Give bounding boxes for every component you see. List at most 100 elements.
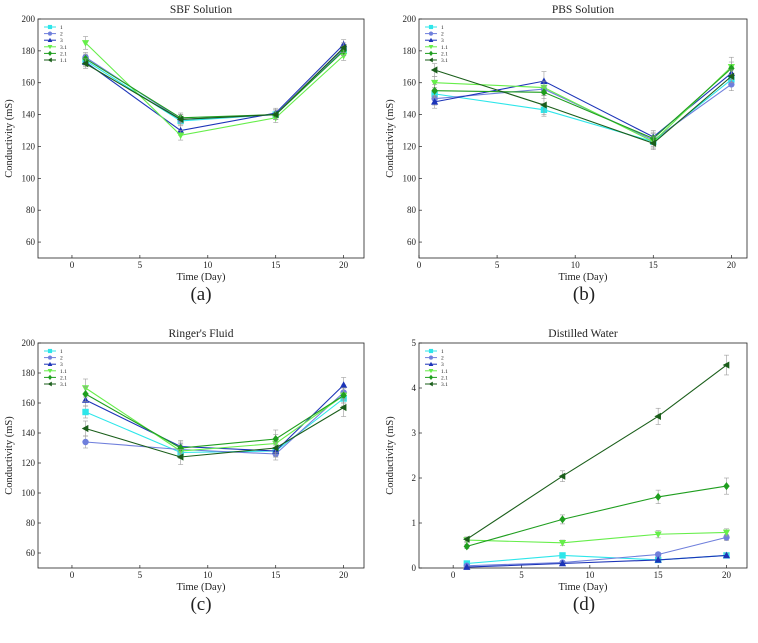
data-point <box>431 98 439 105</box>
y-axis-label: Conductivity (mS) <box>4 416 15 495</box>
y-tick-label: 2 <box>412 473 417 483</box>
data-point <box>722 551 731 559</box>
chart-title: PBS Solution <box>552 4 615 16</box>
data-point <box>339 44 347 52</box>
legend-marker <box>428 24 434 30</box>
legend-label: 1.1 <box>441 45 448 51</box>
series-3 <box>431 66 735 144</box>
series-5 <box>463 477 730 551</box>
legend-marker <box>428 381 433 387</box>
data-point <box>540 77 548 84</box>
data-point <box>558 472 566 480</box>
x-tick-label: 15 <box>654 570 664 580</box>
legend-marker <box>428 348 434 354</box>
series-line <box>85 42 344 136</box>
y-tick-label: 160 <box>22 78 36 88</box>
x-tick-label: 0 <box>70 570 75 580</box>
x-tick-label: 10 <box>571 260 581 270</box>
data-point <box>340 391 347 400</box>
x-tick-label: 20 <box>722 570 732 580</box>
series-3 <box>463 551 731 570</box>
x-tick-label: 10 <box>203 260 213 270</box>
data-point <box>559 552 566 559</box>
data-point <box>558 540 567 547</box>
y-tick-label: 200 <box>403 14 417 24</box>
data-point <box>431 86 438 95</box>
series-6 <box>81 398 347 465</box>
y-tick-label: 140 <box>403 110 417 120</box>
legend-marker <box>47 348 53 354</box>
series-line <box>85 50 345 119</box>
legend-marker <box>47 374 53 380</box>
legend-marker <box>428 57 433 63</box>
data-point <box>558 559 567 567</box>
legend-marker <box>428 374 434 380</box>
data-point <box>722 361 730 369</box>
legend-label: 1.1 <box>441 369 448 375</box>
legend-label: 2 <box>441 32 444 38</box>
chart-title: Distilled Water <box>548 328 618 340</box>
panel-label: (d) <box>573 594 595 615</box>
y-tick-label: 160 <box>403 78 417 88</box>
legend-label: 1 <box>441 349 444 355</box>
y-tick-label: 180 <box>22 368 36 378</box>
data-point <box>271 444 279 452</box>
y-tick-label: 200 <box>22 14 36 24</box>
legend-label: 2 <box>441 356 444 362</box>
chart-panel-2: PBS Solution 0 5 10 15 20 60 80 100 120 140 160 180 2… <box>385 4 748 305</box>
data-point <box>81 40 90 47</box>
legend-label: 3.1 <box>441 382 448 388</box>
legend-marker <box>428 355 434 360</box>
legend-marker <box>47 44 53 50</box>
y-tick-label: 0 <box>412 563 417 573</box>
data-point <box>559 515 566 524</box>
legend-label: 2.1 <box>441 51 448 57</box>
data-point <box>81 60 89 68</box>
y-tick-label: 60 <box>407 237 417 247</box>
data-point <box>649 139 657 147</box>
panel-label: (c) <box>190 594 211 615</box>
data-point <box>463 542 471 551</box>
legend-marker <box>428 50 434 56</box>
legend-label: 2.1 <box>60 375 67 381</box>
data-point <box>340 52 348 60</box>
x-tick-label: 5 <box>495 260 500 270</box>
y-tick-label: 80 <box>26 518 36 528</box>
data-point <box>82 438 89 446</box>
y-tick-label: 3 <box>412 428 417 438</box>
data-point <box>463 563 471 570</box>
series-line <box>466 536 727 567</box>
y-tick-label: 4 <box>412 383 417 393</box>
y-tick-label: 60 <box>26 237 36 247</box>
legend-marker <box>428 361 434 367</box>
plot-frame <box>37 18 365 259</box>
data-point <box>81 424 89 433</box>
data-point <box>430 66 438 74</box>
legend-label: 2.1 <box>441 375 448 381</box>
series-4 <box>463 528 731 547</box>
legend-label: 1.1 <box>60 58 67 64</box>
y-tick-label: 140 <box>22 428 36 438</box>
y-tick-label: 1 <box>412 518 417 528</box>
series-1 <box>82 45 347 127</box>
series-line <box>434 69 732 144</box>
x-tick-label: 5 <box>138 260 143 270</box>
data-point <box>723 482 730 491</box>
legend-label: 1 <box>60 349 63 355</box>
series-6 <box>81 42 347 125</box>
chart-title: SBF Solution <box>170 4 233 16</box>
series-line <box>466 485 727 547</box>
legend-label: 3 <box>441 38 444 44</box>
chart-panel-1: SBF Solution 0 5 10 15 20 60 80 100 120 140 160 180 2… <box>4 4 365 305</box>
series-line <box>434 72 732 138</box>
legend-marker <box>47 37 53 43</box>
legend-label: 3 <box>441 362 444 368</box>
y-tick-label: 200 <box>22 338 36 348</box>
legend-marker <box>428 31 434 36</box>
data-point <box>431 79 439 87</box>
y-axis-label: Conductivity (mS) <box>385 416 396 495</box>
data-point <box>728 64 735 73</box>
